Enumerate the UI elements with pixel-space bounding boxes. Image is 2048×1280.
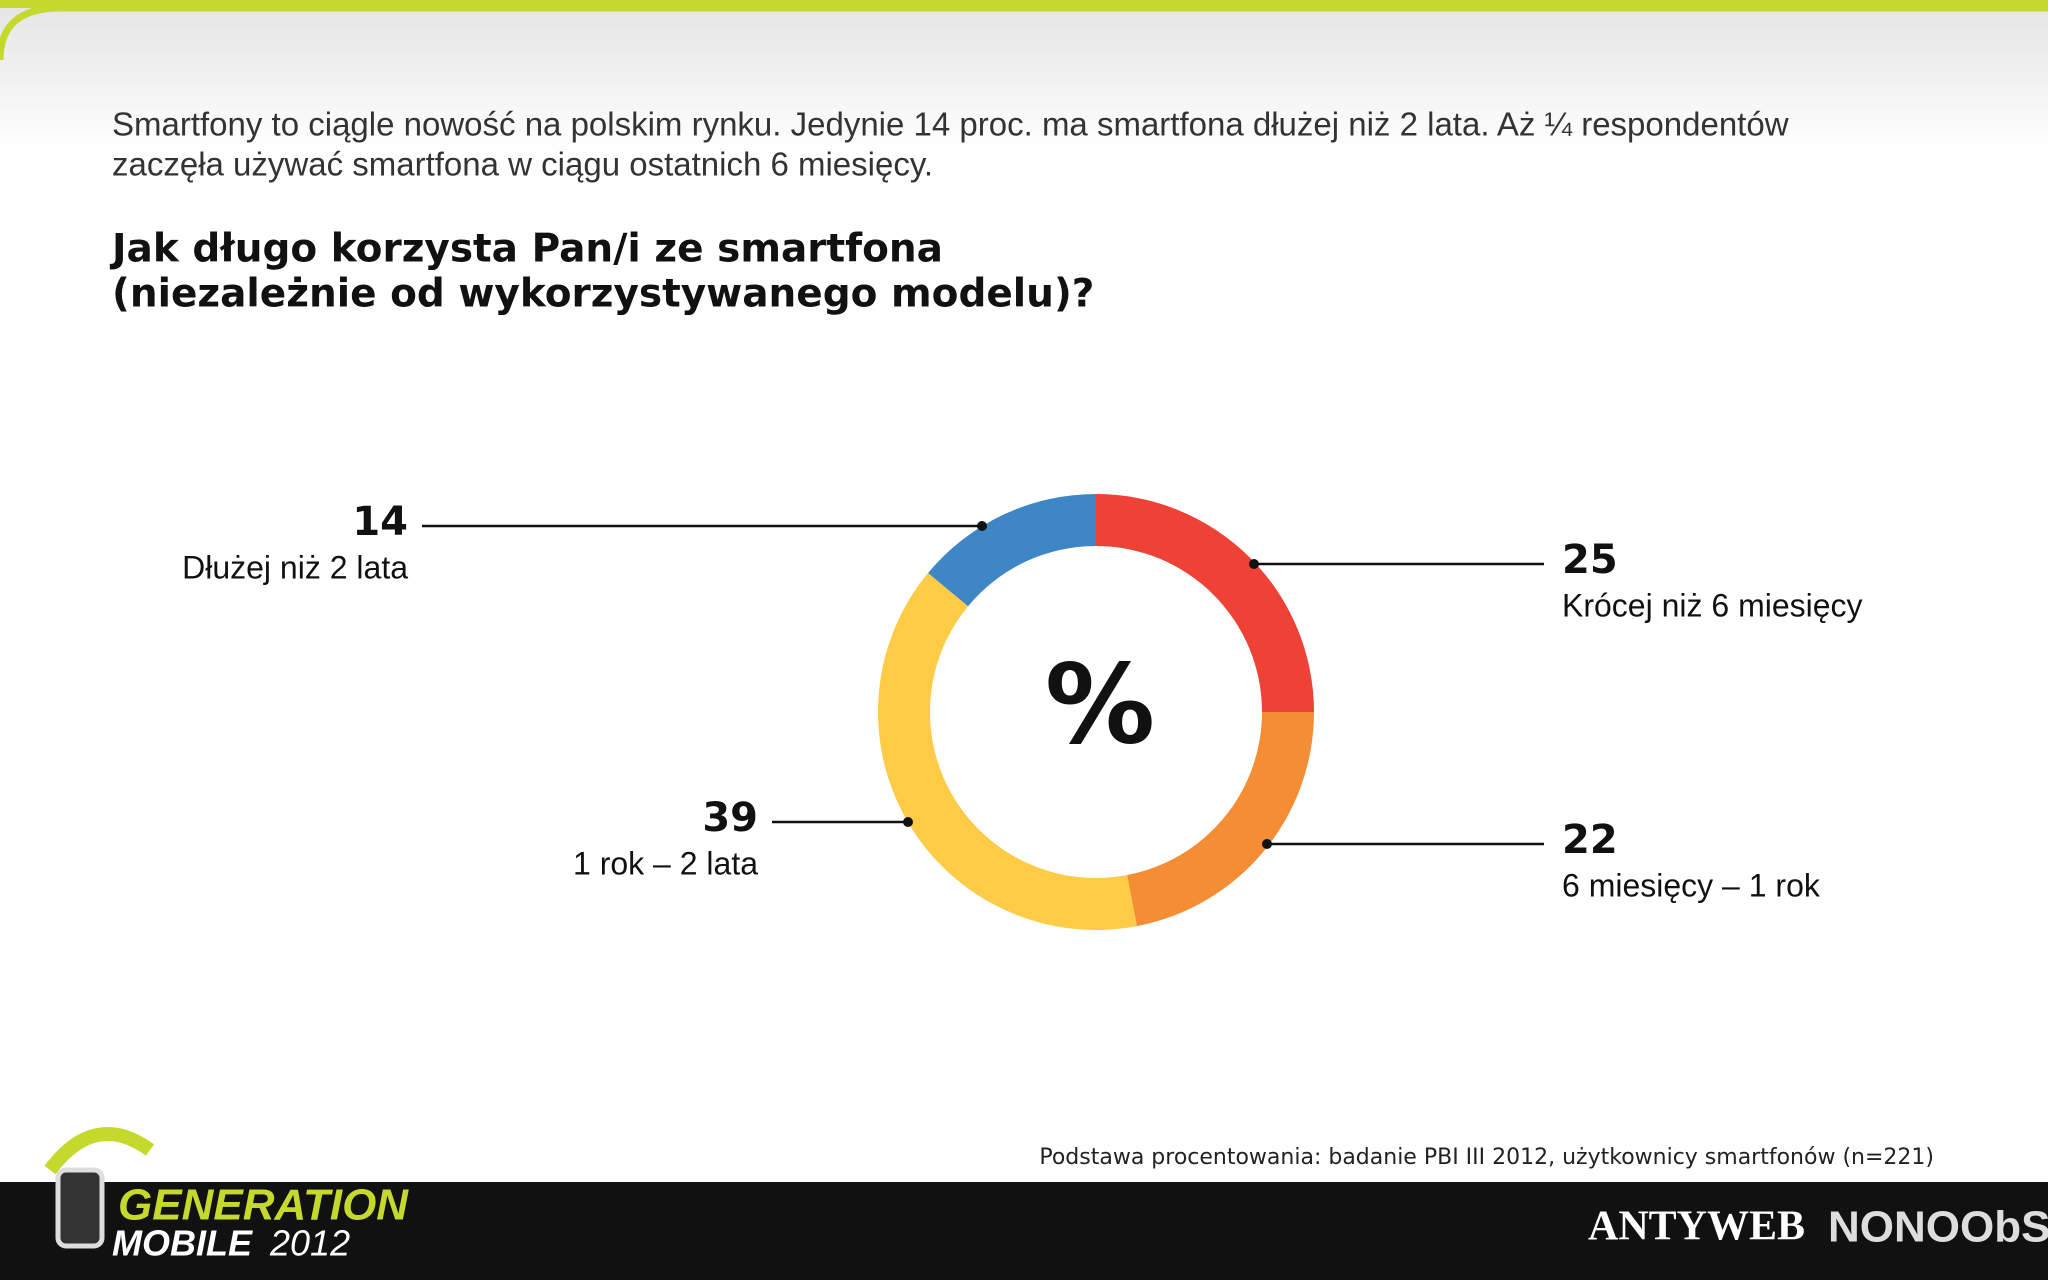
logo-text: MOBILE (112, 1223, 253, 1264)
logo-text: GENERATION (118, 1181, 409, 1230)
logo-arc (44, 1127, 155, 1175)
donut-slice (878, 573, 1137, 930)
category-label: Krócej niż 6 miesięcy (1562, 587, 1863, 623)
leader-dot (1262, 839, 1272, 849)
category-label: 6 miesięcy – 1 rok (1562, 867, 1821, 903)
leader-dot (1249, 559, 1259, 569)
leader-dot (977, 521, 987, 531)
partner-logo: ANTYWEB (1588, 1204, 1805, 1250)
top-bar (0, 0, 2048, 8)
value-label: 25 (1562, 537, 1618, 583)
footer-band (0, 1182, 2048, 1280)
chart-title: Jak długo korzysta Pan/i ze smartfona (109, 227, 943, 272)
value-label: 22 (1562, 817, 1618, 863)
donut-slice (928, 494, 1096, 607)
center-label: % (1045, 640, 1155, 768)
partner-logo: NONOObS (1828, 1203, 2048, 1252)
category-label: Dłużej niż 2 lata (182, 549, 408, 585)
value-label: 14 (352, 499, 408, 545)
footnote: Podstawa procentowania: badanie PBI III … (1039, 1145, 1934, 1170)
frame (0, 4, 2048, 61)
category-label: 1 rok – 2 lata (573, 845, 758, 881)
logo-phone (55, 1167, 105, 1249)
logo-year: 2012 (269, 1223, 350, 1264)
value-label: 39 (702, 795, 758, 841)
chart-title: (niezależnie od wykorzystywanego modelu)… (112, 272, 1094, 317)
intro-line: zaczęła używać smartfona w ciągu ostatni… (112, 146, 933, 183)
intro-line: Smartfony to ciągle nowość na polskim ry… (112, 106, 1789, 143)
leader-dot (903, 817, 913, 827)
donut-slice (1127, 712, 1314, 927)
donut-slice (1096, 494, 1314, 712)
